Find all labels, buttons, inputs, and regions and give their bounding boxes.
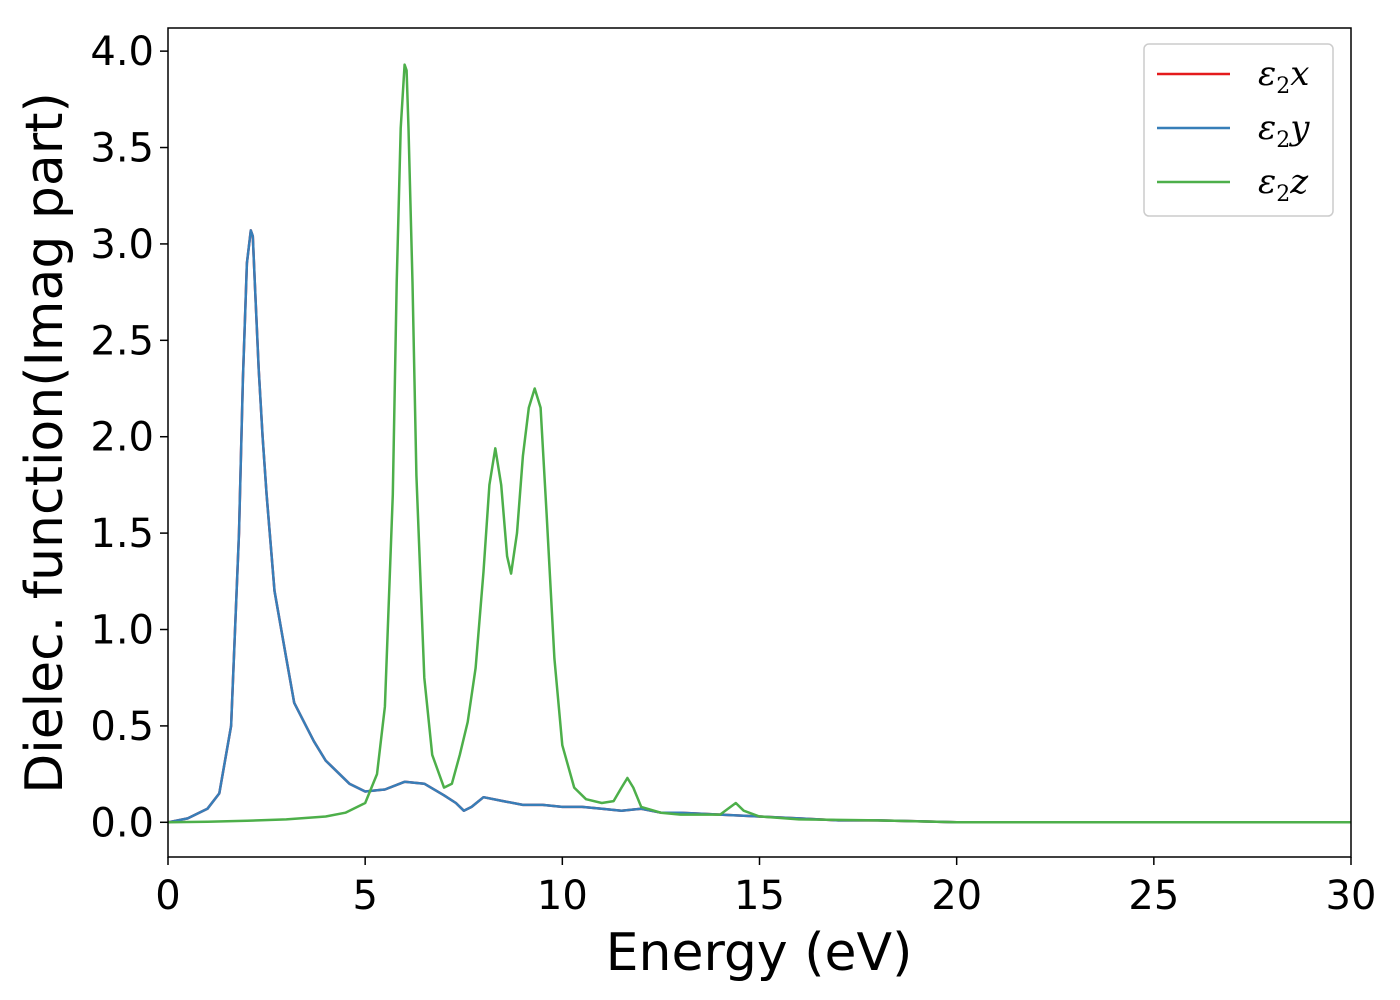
series-line-z — [167, 63, 1351, 824]
x-axis-ticks: 0 5 10 15 20 25 30 — [155, 857, 1376, 919]
legend-label-z: ε2z — [1258, 162, 1309, 207]
series-lines — [167, 63, 1351, 824]
legend-subscript: 2 — [1276, 182, 1290, 207]
legend-suffix: x — [1290, 54, 1309, 94]
y-tick-label: 0.5 — [90, 704, 154, 750]
y-axis-ticks: 0.0 0.5 1.0 1.5 2.0 2.5 3.0 3.5 4.0 — [90, 29, 168, 846]
x-tick-label: 30 — [1326, 873, 1377, 919]
x-tick-label: 10 — [537, 873, 588, 919]
legend-suffix: y — [1288, 108, 1310, 148]
legend-symbol: ε — [1258, 54, 1276, 94]
x-tick-label: 20 — [931, 873, 982, 919]
y-tick-label: 2.5 — [90, 318, 154, 364]
x-tick-label: 15 — [734, 873, 785, 919]
x-axis-label: Energy (eV) — [606, 923, 913, 983]
y-tick-label: 1.0 — [90, 608, 154, 654]
y-axis-label: Dielec. function(Imag part) — [15, 92, 75, 794]
legend-suffix: z — [1289, 162, 1309, 202]
y-tick-label: 2.0 — [90, 415, 154, 461]
x-tick-label: 25 — [1128, 873, 1179, 919]
y-tick-label: 4.0 — [90, 29, 154, 75]
y-tick-label: 0.0 — [90, 800, 154, 846]
y-tick-label: 3.5 — [90, 126, 154, 172]
series-line-y — [167, 229, 1351, 824]
legend-label-y: ε2y — [1258, 108, 1310, 153]
legend-subscript: 2 — [1276, 128, 1290, 153]
legend-symbol: ε — [1258, 162, 1276, 202]
x-tick-label: 5 — [352, 873, 377, 919]
legend-label-x: ε2x — [1258, 54, 1309, 99]
y-tick-label: 1.5 — [90, 511, 154, 557]
legend-subscript: 2 — [1276, 74, 1290, 99]
legend-symbol: ε — [1258, 108, 1276, 148]
legend-box — [1143, 43, 1334, 217]
x-tick-label: 0 — [155, 873, 180, 919]
y-tick-label: 3.0 — [90, 222, 154, 268]
